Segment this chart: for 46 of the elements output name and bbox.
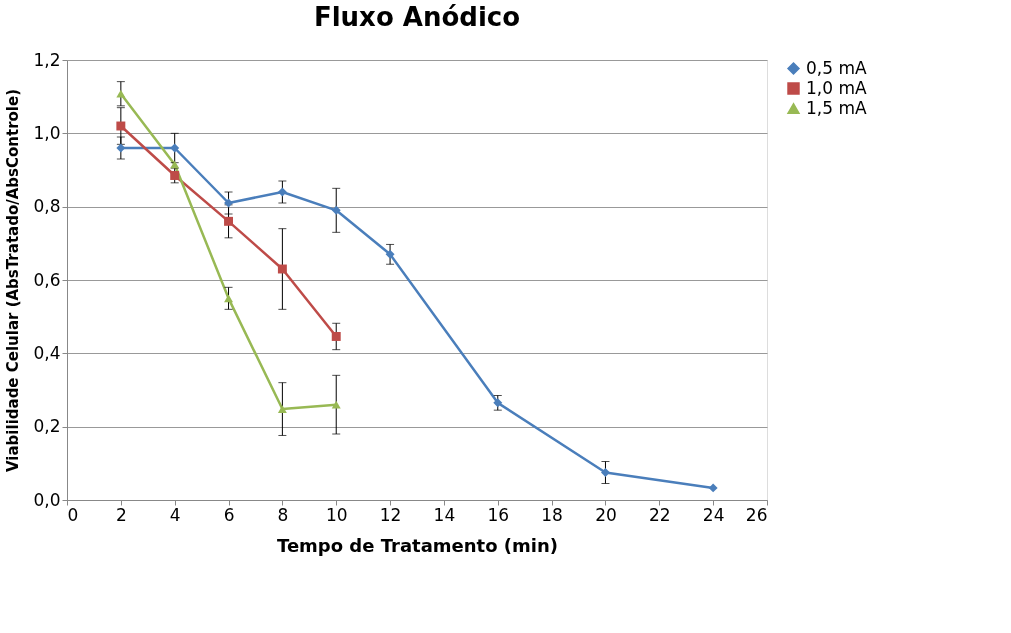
y-tick-label: 0,8 <box>33 196 61 217</box>
y-tick-label: 0,2 <box>33 416 61 437</box>
x-tick-label: 6 <box>223 504 235 525</box>
x-tick-label: 24 <box>702 504 725 525</box>
y-tick-label: 1,0 <box>33 122 61 143</box>
point <box>331 331 341 341</box>
point <box>600 468 610 477</box>
y-tick-label: 0,0 <box>33 489 61 510</box>
point <box>116 89 126 98</box>
x-axis-title: Tempo de Tratamento (min) <box>276 534 559 556</box>
x-tick-label: 18 <box>541 504 563 525</box>
point <box>493 398 503 408</box>
point <box>170 143 180 153</box>
point <box>331 205 341 215</box>
x-tick-label: 26 <box>745 504 768 525</box>
x-tick-label: 20 <box>595 504 617 525</box>
point <box>385 249 395 259</box>
x-tick-label: 8 <box>277 504 289 525</box>
legend-label: 1,0 mA <box>806 77 867 98</box>
point <box>170 171 180 180</box>
x-tick-label: 22 <box>648 504 671 525</box>
point <box>224 216 234 226</box>
point <box>708 483 718 493</box>
x-tick-label: 14 <box>433 504 456 525</box>
x-tick-label: 0 <box>67 504 79 525</box>
point <box>224 198 234 208</box>
point <box>277 264 287 274</box>
point <box>277 187 287 197</box>
x-tick-label: 12 <box>379 504 402 525</box>
legend-label: 1,5 mA <box>806 97 867 118</box>
x-tick-label: 16 <box>487 504 510 525</box>
x-tick-label: 10 <box>325 504 348 525</box>
chart-title: Fluxo Anódico <box>313 2 521 32</box>
y-axis-title: Viabilidade Celular (AbsTratado/AbsControle) <box>4 88 23 473</box>
point <box>170 160 180 169</box>
y-tick-label: 0,6 <box>33 269 61 290</box>
x-tick-label: 2 <box>115 504 127 525</box>
legend-label: 0,5 mA <box>806 57 867 78</box>
point <box>331 400 341 409</box>
y-tick-label: 1,2 <box>33 49 61 70</box>
x-tick-label: 4 <box>169 504 181 525</box>
point <box>277 405 287 413</box>
point <box>116 121 126 131</box>
y-tick-label: 0,4 <box>33 342 61 363</box>
point <box>224 294 234 303</box>
point <box>116 143 126 153</box>
